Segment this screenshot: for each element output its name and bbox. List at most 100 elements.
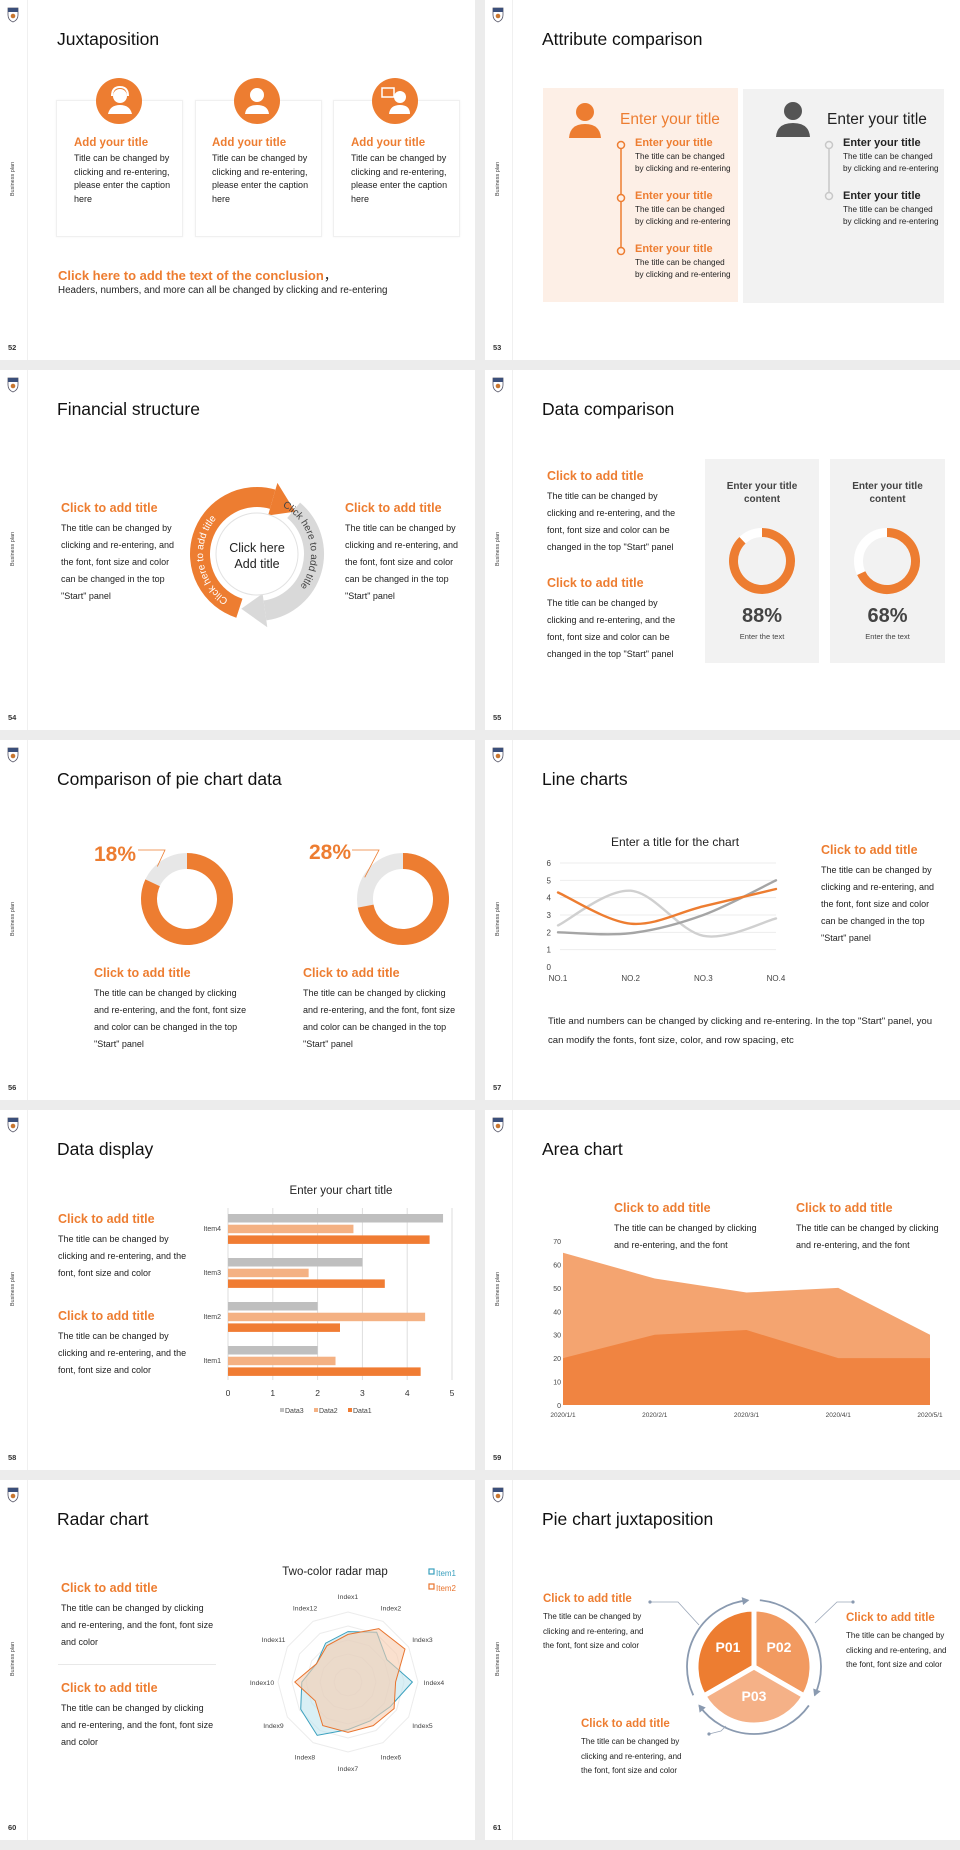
- side-title: Click to add title: [821, 843, 918, 857]
- conclusion-title-text: Click here to add the text of the conclu…: [58, 268, 324, 283]
- y-tick-label: 3: [547, 911, 552, 920]
- block-title: Click to add title: [61, 1581, 158, 1595]
- item-title: Enter your title: [635, 137, 713, 149]
- staff-person-icon: [234, 78, 280, 124]
- slide-56[interactable]: Business plan 56 Comparison of pie chart …: [0, 740, 475, 1100]
- block-body: The title can be changed by clicking and…: [61, 1703, 214, 1747]
- axis-label: Index12: [293, 1606, 317, 1613]
- slide-55[interactable]: Business plan 55 Data comparison Click to…: [485, 370, 960, 730]
- x-tick-label: 2020/2/1: [642, 1412, 668, 1419]
- shield-icon: [7, 747, 19, 763]
- slide-60[interactable]: Business plan 60 Radar chart Click to add…: [0, 1480, 475, 1840]
- block-body: The title can be changed by clicking and…: [543, 1612, 644, 1650]
- chart-body: The title can be changed by clicking and…: [303, 988, 456, 1049]
- slide-52[interactable]: Business plan 52 Juxtaposition Add your t…: [0, 0, 475, 360]
- percent-label: 28%: [309, 841, 352, 864]
- crest-logo-icon: [492, 747, 504, 763]
- right-title: Click to add title: [345, 501, 442, 515]
- block-body: The title can be changed by clicking and…: [614, 1223, 757, 1250]
- radar-gridline: [277, 1611, 419, 1753]
- page-number: 61: [493, 1823, 502, 1832]
- slide-54[interactable]: Business plan 54 Financial structure Clic…: [0, 370, 475, 730]
- pie-segment: [701, 1664, 807, 1728]
- item-title: Enter your title: [635, 243, 713, 255]
- footer-text: Title and numbers can be changed by clic…: [548, 1016, 933, 1046]
- page-number: 54: [8, 713, 17, 722]
- cycle-arc: [698, 1704, 810, 1735]
- segment-label: P01: [716, 1639, 741, 1655]
- chart-title: Enter your chart title: [289, 1185, 393, 1197]
- bar: [228, 1356, 336, 1366]
- slide-title: Line charts: [542, 769, 628, 789]
- slide-title: Radar chart: [57, 1509, 149, 1529]
- y-tick-label: 1: [547, 946, 552, 955]
- page-number: 56: [8, 1083, 17, 1092]
- item-body: The title can be changed by clicking and…: [843, 152, 939, 173]
- slide-53[interactable]: Business plan 53 Attribute comparison Ent…: [485, 0, 960, 360]
- series-area: [563, 1330, 930, 1405]
- slide-sidebar: Business plan 53: [485, 0, 513, 360]
- x-tick-label: 2020/4/1: [826, 1412, 852, 1419]
- panel-title: Enter your title content: [852, 481, 923, 505]
- bar: [228, 1279, 385, 1288]
- shield-icon: [492, 747, 504, 763]
- axis-label: Index10: [250, 1680, 274, 1687]
- series-line: [556, 887, 778, 926]
- slide-59[interactable]: Business plan 59 Area chart 0 10 20 30 40 50 60…: [485, 1110, 960, 1470]
- gray-arc: [263, 502, 324, 621]
- item-body: The title can be changed by clicking and…: [843, 205, 939, 226]
- slide-58[interactable]: Business plan 58 Data display Click to ad…: [0, 1110, 475, 1470]
- x-tick-label: 0: [226, 1388, 231, 1398]
- conclusion-title: Click here to add the text of the conclu…: [58, 265, 337, 284]
- y-tick-label: 4: [547, 894, 552, 903]
- male-person-icon: [776, 102, 810, 137]
- slide-title: Juxtaposition: [57, 29, 160, 49]
- shield-icon: [492, 1487, 504, 1503]
- y-tick-label: 6: [547, 859, 552, 868]
- slide-57[interactable]: Business plan 57 Line charts Enter a titl…: [485, 740, 960, 1100]
- axis-label: Index1: [338, 1594, 359, 1601]
- crest-logo-icon: [7, 377, 19, 393]
- leader-dot: [851, 1600, 855, 1604]
- block-title: Click to add title: [547, 469, 644, 483]
- x-tick-label: 5: [450, 1388, 455, 1398]
- divider: [58, 1664, 216, 1665]
- left-title: Click to add title: [61, 501, 158, 515]
- slide-title: Data display: [57, 1139, 154, 1159]
- conclusion-body: Headers, numbers, and more can all be ch…: [58, 285, 388, 296]
- donut-charts: [138, 849, 449, 945]
- leader-dot: [707, 1732, 711, 1736]
- y-tick-label: 50: [553, 1286, 561, 1293]
- series-line: [556, 889, 778, 938]
- cycle-arrowhead: [698, 1704, 706, 1713]
- bar: [228, 1224, 354, 1234]
- slide-61[interactable]: Business plan 61 Pie chart juxtaposition …: [485, 1480, 960, 1840]
- card-body: Title can be changed by clicking and re-…: [212, 153, 309, 204]
- page-number: 53: [493, 343, 502, 352]
- cycle-arrowhead: [741, 1597, 750, 1605]
- slide-sidebar: Business plan 59: [485, 1110, 513, 1470]
- donut-value-arc: [857, 528, 920, 594]
- female-person-icon: [569, 103, 601, 138]
- crest-logo-icon: [492, 1117, 504, 1133]
- chart-title: Click to add title: [94, 966, 191, 980]
- cycle-arc: [686, 1599, 749, 1696]
- block-body: The title can be changed by clicking and…: [581, 1737, 682, 1775]
- block-title: Click to add title: [846, 1612, 935, 1624]
- orange-arc: [190, 487, 276, 618]
- y-tick-label: 40: [553, 1309, 561, 1316]
- axis-label: Index2: [381, 1606, 402, 1613]
- percent-label: 18%: [94, 843, 137, 866]
- orange-arrowhead: [268, 482, 296, 516]
- crest-logo-icon: [492, 1487, 504, 1503]
- crest-logo-icon: [492, 377, 504, 393]
- block-body: The title can be changed by clicking and…: [58, 1234, 187, 1278]
- slide-sidebar: Business plan 58: [0, 1110, 28, 1470]
- bar: [228, 1367, 421, 1376]
- side-label: Business plan: [10, 161, 16, 197]
- x-tick-label: 2020/5/1: [917, 1412, 943, 1419]
- legend-label: Data3: [285, 1408, 304, 1415]
- right-heading: Enter your title: [827, 111, 927, 128]
- block-title: Click to add title: [581, 1718, 670, 1730]
- card-body: Title can be changed by clicking and re-…: [74, 153, 171, 204]
